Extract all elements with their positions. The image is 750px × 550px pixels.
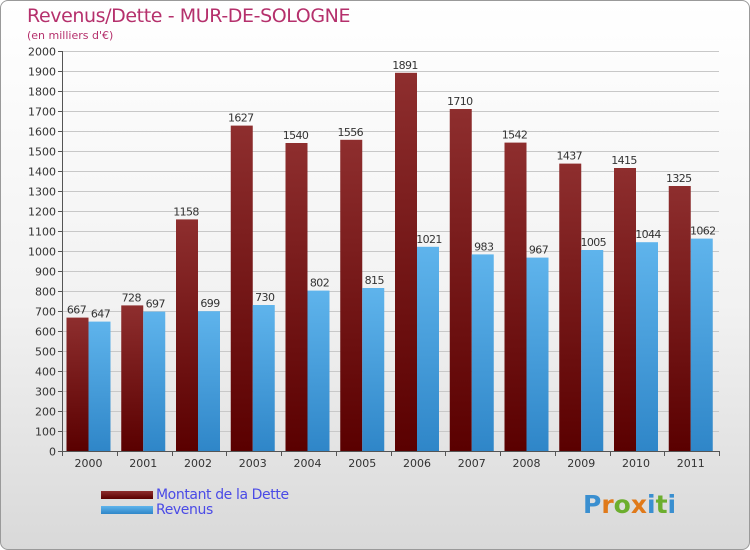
legend-item-debt: Montant de la Dette [101,487,289,503]
bar-debt [668,186,691,451]
legend-item-revenus: Revenus [101,502,213,518]
y-tick-label: 0 [49,446,56,459]
y-tick-label: 1300 [28,186,56,199]
bar-revenus [252,305,275,451]
y-tick-label: 1600 [28,126,56,139]
chart-title: Revenus/Dette - MUR-DE-SOLOGNE [27,5,351,27]
logo-letter: r [601,490,614,519]
data-label-debt: 667 [67,304,87,317]
y-tick-label: 1200 [28,206,56,219]
bar-debt [340,139,363,452]
logo-letter: i [667,490,677,519]
y-tick-label: 400 [35,366,56,379]
data-label-debt: 1415 [611,154,637,167]
data-label-revenus: 697 [146,298,166,311]
bar-revenus [143,311,166,451]
data-label-debt: 1540 [283,129,309,142]
data-label-revenus: 647 [91,308,111,321]
legend-swatch-revenus [101,506,153,514]
proxiti-logo: Proxiti [583,490,676,519]
data-label-debt: 1627 [228,112,254,125]
data-label-revenus: 967 [529,244,549,257]
logo-letter: i [647,490,656,519]
x-tick-label: 2000 [75,457,103,470]
data-label-debt: 1325 [666,172,692,185]
logo-letter: x [630,490,647,519]
x-tick-label: 2001 [129,457,157,470]
logo-letter: P [583,490,602,519]
data-label-revenus: 699 [200,297,220,310]
bar-revenus [362,288,385,451]
y-tick-label: 800 [35,286,56,299]
logo-letter: t [655,490,668,519]
y-tick-label: 1900 [28,66,56,79]
x-tick-label: 2010 [622,457,650,470]
x-tick-label: 2007 [458,457,486,470]
bar-debt [559,163,582,451]
bar-revenus [526,257,549,451]
y-tick-label: 300 [35,386,56,399]
data-label-debt: 728 [122,291,142,304]
x-tick-label: 2006 [403,457,431,470]
bar-debt [449,109,472,451]
bar-revenus [417,246,439,451]
data-label-revenus: 815 [365,274,385,287]
bar-revenus [88,321,111,451]
bar-revenus [198,311,220,451]
legend-label-revenus: Revenus [156,502,213,518]
bar-debt [176,219,198,451]
data-label-revenus: 802 [310,277,329,290]
data-label-debt: 1158 [173,205,199,218]
data-label-debt: 1556 [337,126,363,139]
data-label-revenus: 1044 [635,228,661,241]
x-tick-label: 2008 [513,457,541,470]
y-tick-label: 2000 [28,46,56,59]
data-label-debt: 1891 [392,59,418,72]
bar-revenus [636,242,658,451]
data-label-revenus: 1062 [690,225,716,238]
bar-debt [614,168,636,451]
data-label-revenus: 730 [255,291,275,304]
data-label-debt: 1710 [447,95,473,108]
bar-revenus [690,238,713,451]
y-tick-label: 700 [35,306,56,319]
x-tick-label: 2002 [184,457,212,470]
legend-swatch-debt [101,491,153,499]
y-tick-label: 1400 [28,166,56,179]
data-label-revenus: 1021 [416,233,442,246]
x-tick-label: 2009 [567,457,595,470]
x-tick-label: 2003 [239,457,267,470]
bar-debt [395,72,417,452]
y-tick-label: 600 [35,326,56,339]
x-tick-label: 2011 [677,457,705,470]
bar-debt [285,143,308,451]
bar-debt [121,305,144,451]
data-label-revenus: 983 [474,240,494,253]
y-tick-label: 1500 [28,146,56,159]
bar-debt [504,142,527,451]
y-tick-label: 1700 [28,106,56,119]
logo-letter: o [613,490,631,519]
y-tick-label: 1000 [28,246,56,259]
y-tick-label: 1100 [28,226,56,239]
legend-label-debt: Montant de la Dette [156,487,289,503]
y-tick-label: 900 [35,266,56,279]
data-label-revenus: 1005 [580,236,606,249]
bar-revenus [471,254,494,451]
y-tick-label: 1800 [28,86,56,99]
bar-debt [230,125,253,451]
y-tick-label: 200 [35,406,56,419]
x-tick-label: 2004 [294,457,322,470]
bar-revenus [307,290,330,451]
y-tick-label: 100 [35,426,56,439]
bar-revenus [581,250,604,451]
data-label-debt: 1437 [556,150,582,163]
chart-subtitle: (en milliers d'€) [27,29,114,42]
y-tick-label: 500 [35,346,56,359]
data-label-debt: 1542 [502,129,528,142]
bar-debt [66,317,89,451]
x-tick-label: 2005 [348,457,376,470]
